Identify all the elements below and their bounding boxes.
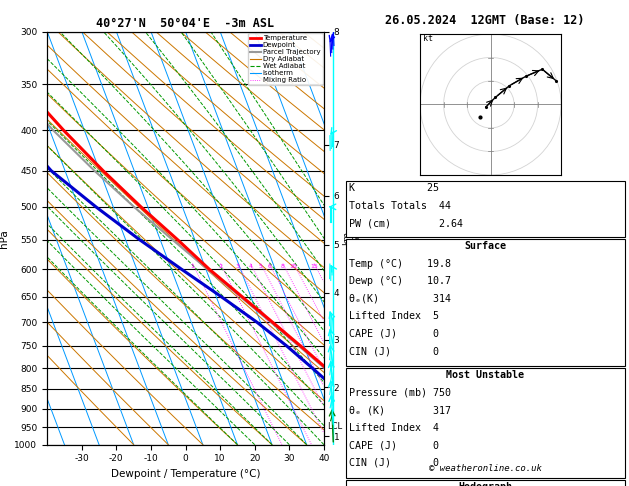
Text: 8: 8 (281, 263, 285, 269)
Text: CIN (J)       0: CIN (J) 0 (349, 346, 439, 356)
Text: 26.05.2024  12GMT (Base: 12): 26.05.2024 12GMT (Base: 12) (384, 14, 584, 27)
Text: Temp (°C)    19.8: Temp (°C) 19.8 (349, 259, 451, 269)
Text: θₑ (K)        317: θₑ (K) 317 (349, 405, 451, 416)
Text: CAPE (J)      0: CAPE (J) 0 (349, 440, 439, 451)
Legend: Temperature, Dewpoint, Parcel Trajectory, Dry Adiabat, Wet Adiabat, Isotherm, Mi: Temperature, Dewpoint, Parcel Trajectory… (248, 33, 323, 86)
Text: 2: 2 (218, 263, 223, 269)
Text: 4: 4 (248, 263, 253, 269)
Text: Dewp (°C)    10.7: Dewp (°C) 10.7 (349, 276, 451, 286)
Title: 40°27'N  50°04'E  -3m ASL: 40°27'N 50°04'E -3m ASL (96, 17, 275, 31)
Text: Hodograph: Hodograph (459, 482, 512, 486)
Text: Most Unstable: Most Unstable (446, 370, 525, 381)
Text: CIN (J)       0: CIN (J) 0 (349, 458, 439, 468)
Y-axis label: km
ASL: km ASL (342, 230, 362, 246)
Text: CAPE (J)      0: CAPE (J) 0 (349, 329, 439, 339)
Text: © weatheronline.co.uk: © weatheronline.co.uk (429, 465, 542, 473)
Text: LCL: LCL (326, 422, 342, 431)
Text: Lifted Index  4: Lifted Index 4 (349, 423, 439, 433)
Text: Pressure (mb) 750: Pressure (mb) 750 (349, 388, 451, 398)
Text: Totals Totals  44: Totals Totals 44 (349, 201, 451, 211)
Text: Lifted Index  5: Lifted Index 5 (349, 311, 439, 321)
Text: Surface: Surface (464, 241, 506, 251)
Text: 1: 1 (191, 263, 194, 269)
Y-axis label: hPa: hPa (0, 229, 9, 247)
Text: kt: kt (423, 34, 433, 43)
Text: 15: 15 (310, 263, 318, 269)
Text: 6: 6 (267, 263, 271, 269)
Text: 5: 5 (259, 263, 263, 269)
Text: θₑ(K)         314: θₑ(K) 314 (349, 294, 451, 304)
X-axis label: Dewpoint / Temperature (°C): Dewpoint / Temperature (°C) (111, 469, 260, 479)
Text: 3: 3 (236, 263, 240, 269)
Text: 10: 10 (290, 263, 298, 269)
Text: PW (cm)        2.64: PW (cm) 2.64 (349, 218, 463, 228)
Text: K            25: K 25 (349, 183, 439, 193)
